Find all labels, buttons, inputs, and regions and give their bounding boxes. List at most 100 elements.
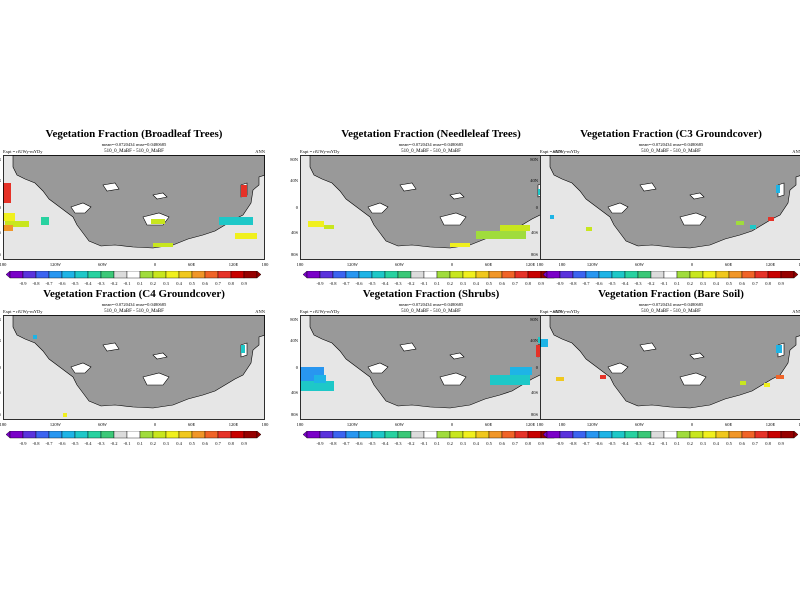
colorbar-label: 0.4 — [473, 281, 479, 286]
x-tick-label: 180 — [799, 262, 800, 267]
colorbar-swatch — [546, 271, 561, 279]
panel-difference: 510_0_MaBF - 510_0_MaBF — [104, 149, 164, 154]
colorbar-label: -0.8 — [329, 281, 337, 286]
colorbar-label: 0.8 — [228, 281, 234, 286]
y-tick-label: 40N — [290, 338, 298, 344]
panel-expt: Expt = rfUWy-mYDy — [3, 149, 43, 154]
map-panel: Vegetation Fraction (C4 Groundcover) mean… — [0, 288, 268, 446]
colorbar-swatch — [22, 271, 37, 279]
panel-difference: 510_0_MaBF - 510_0_MaBF — [641, 149, 701, 154]
colorbar-swatch — [741, 431, 756, 439]
colorbar-swatch — [217, 271, 232, 279]
x-tick-label: 120W — [49, 422, 61, 427]
colorbar-label: -0.1 — [123, 281, 131, 286]
y-tick-label: 40N — [0, 178, 1, 183]
colorbar-swatch — [306, 431, 321, 439]
map-panel: Vegetation Fraction (Needleleaf Trees) me… — [290, 128, 565, 286]
colorbar-label: -0.6 — [595, 441, 603, 446]
colorbar-swatch — [501, 431, 516, 439]
ice-region — [679, 372, 707, 386]
ice-region — [399, 182, 417, 192]
y-tick-label: 0 — [0, 365, 1, 370]
colorbar-label: 0.9 — [778, 441, 784, 446]
x-tick-label: 120E — [765, 262, 776, 267]
x-tick-label: 0 — [153, 262, 157, 267]
colorbar-label: -0.8 — [329, 441, 337, 446]
colorbar-label: -0.3 — [634, 281, 642, 286]
colorbar-label: -0.1 — [123, 441, 131, 446]
colorbar-label: -0.6 — [355, 441, 363, 446]
colorbar-label: 0.1 — [137, 441, 143, 446]
colorbar-label: -0.9 — [19, 281, 27, 286]
colorbar-min-arrow — [6, 271, 11, 279]
colorbar-label: 0.8 — [525, 441, 531, 446]
map-frame — [3, 155, 265, 260]
ice-region — [639, 182, 657, 192]
x-tick-label: 120E — [765, 422, 776, 427]
colorbar-swatch — [780, 431, 795, 439]
colorbar-label: -0.4 — [381, 281, 389, 286]
land-mass — [549, 315, 800, 409]
data-cell — [151, 219, 165, 224]
x-tick-label: 60W — [635, 422, 644, 427]
ice-region — [142, 372, 170, 386]
colorbar-label: 0.4 — [176, 441, 182, 446]
colorbar-label: -0.7 — [582, 441, 590, 446]
y-tick-label: 40S — [290, 229, 298, 235]
colorbar-swatch — [514, 271, 529, 279]
colorbar-label: -0.3 — [97, 281, 105, 286]
colorbar-swatch — [780, 271, 795, 279]
colorbar-label: 0.1 — [137, 281, 143, 286]
x-tick-label: 180 — [0, 262, 7, 267]
colorbar-swatch — [423, 271, 438, 279]
colorbar-swatch — [637, 271, 652, 279]
ice-region — [679, 212, 707, 226]
colorbar-label: 0.6 — [499, 281, 505, 286]
colorbar-swatch — [436, 431, 451, 439]
x-tick-label: 120E — [525, 422, 536, 427]
x-tick-label: 180 — [536, 262, 544, 267]
colorbar-swatch — [358, 271, 373, 279]
colorbar-label: 0.4 — [473, 441, 479, 446]
colorbar-swatch — [397, 271, 412, 279]
colorbar-swatch — [35, 431, 50, 439]
colorbar-label: 0.1 — [674, 441, 680, 446]
colorbar-swatch — [728, 271, 743, 279]
colorbar-swatch — [100, 271, 115, 279]
colorbar-swatch — [35, 271, 50, 279]
colorbar-label: 0.3 — [700, 441, 706, 446]
map-plot — [540, 315, 800, 420]
colorbar-label: -0.2 — [110, 281, 118, 286]
colorbar-swatch — [48, 431, 63, 439]
y-tick-label: 80S — [530, 411, 538, 417]
data-cell — [300, 381, 334, 391]
colorbar-swatch — [676, 271, 691, 279]
colorbar-label: 0.5 — [189, 441, 195, 446]
colorbar-swatch — [423, 431, 438, 439]
data-cell — [241, 345, 245, 353]
map-panel: Vegetation Fraction (Shrubs) mean=-0.0720… — [290, 288, 565, 446]
y-tick-label: 0 — [295, 364, 298, 370]
colorbar-label: 0.7 — [215, 441, 221, 446]
colorbar-swatch — [61, 431, 76, 439]
data-cell — [308, 221, 324, 227]
colorbar-swatch — [74, 431, 89, 439]
colorbar-swatch — [449, 271, 464, 279]
panel-stats: mean=-0.0720434 rmse=0.0480685 — [101, 302, 167, 307]
colorbar-swatch — [371, 431, 386, 439]
colorbar-swatch — [663, 431, 678, 439]
colorbar-swatch — [87, 431, 102, 439]
y-tick-label: 40S — [290, 389, 298, 395]
data-cell — [600, 375, 606, 379]
colorbar-label: -0.4 — [621, 441, 629, 446]
x-tick-label: 120E — [228, 262, 239, 267]
x-tick-label: 120E — [228, 422, 239, 427]
data-cell — [450, 243, 470, 247]
x-tick-label: 180 — [0, 422, 7, 427]
panel-expt: Expt = rfUWy-mYDy — [300, 149, 340, 154]
x-tick-label: 120W — [346, 422, 358, 427]
colorbar-label: 0.5 — [486, 441, 492, 446]
colorbar-label: -0.5 — [71, 441, 79, 446]
map-plot — [3, 155, 265, 260]
colorbar-label: -0.2 — [407, 281, 415, 286]
